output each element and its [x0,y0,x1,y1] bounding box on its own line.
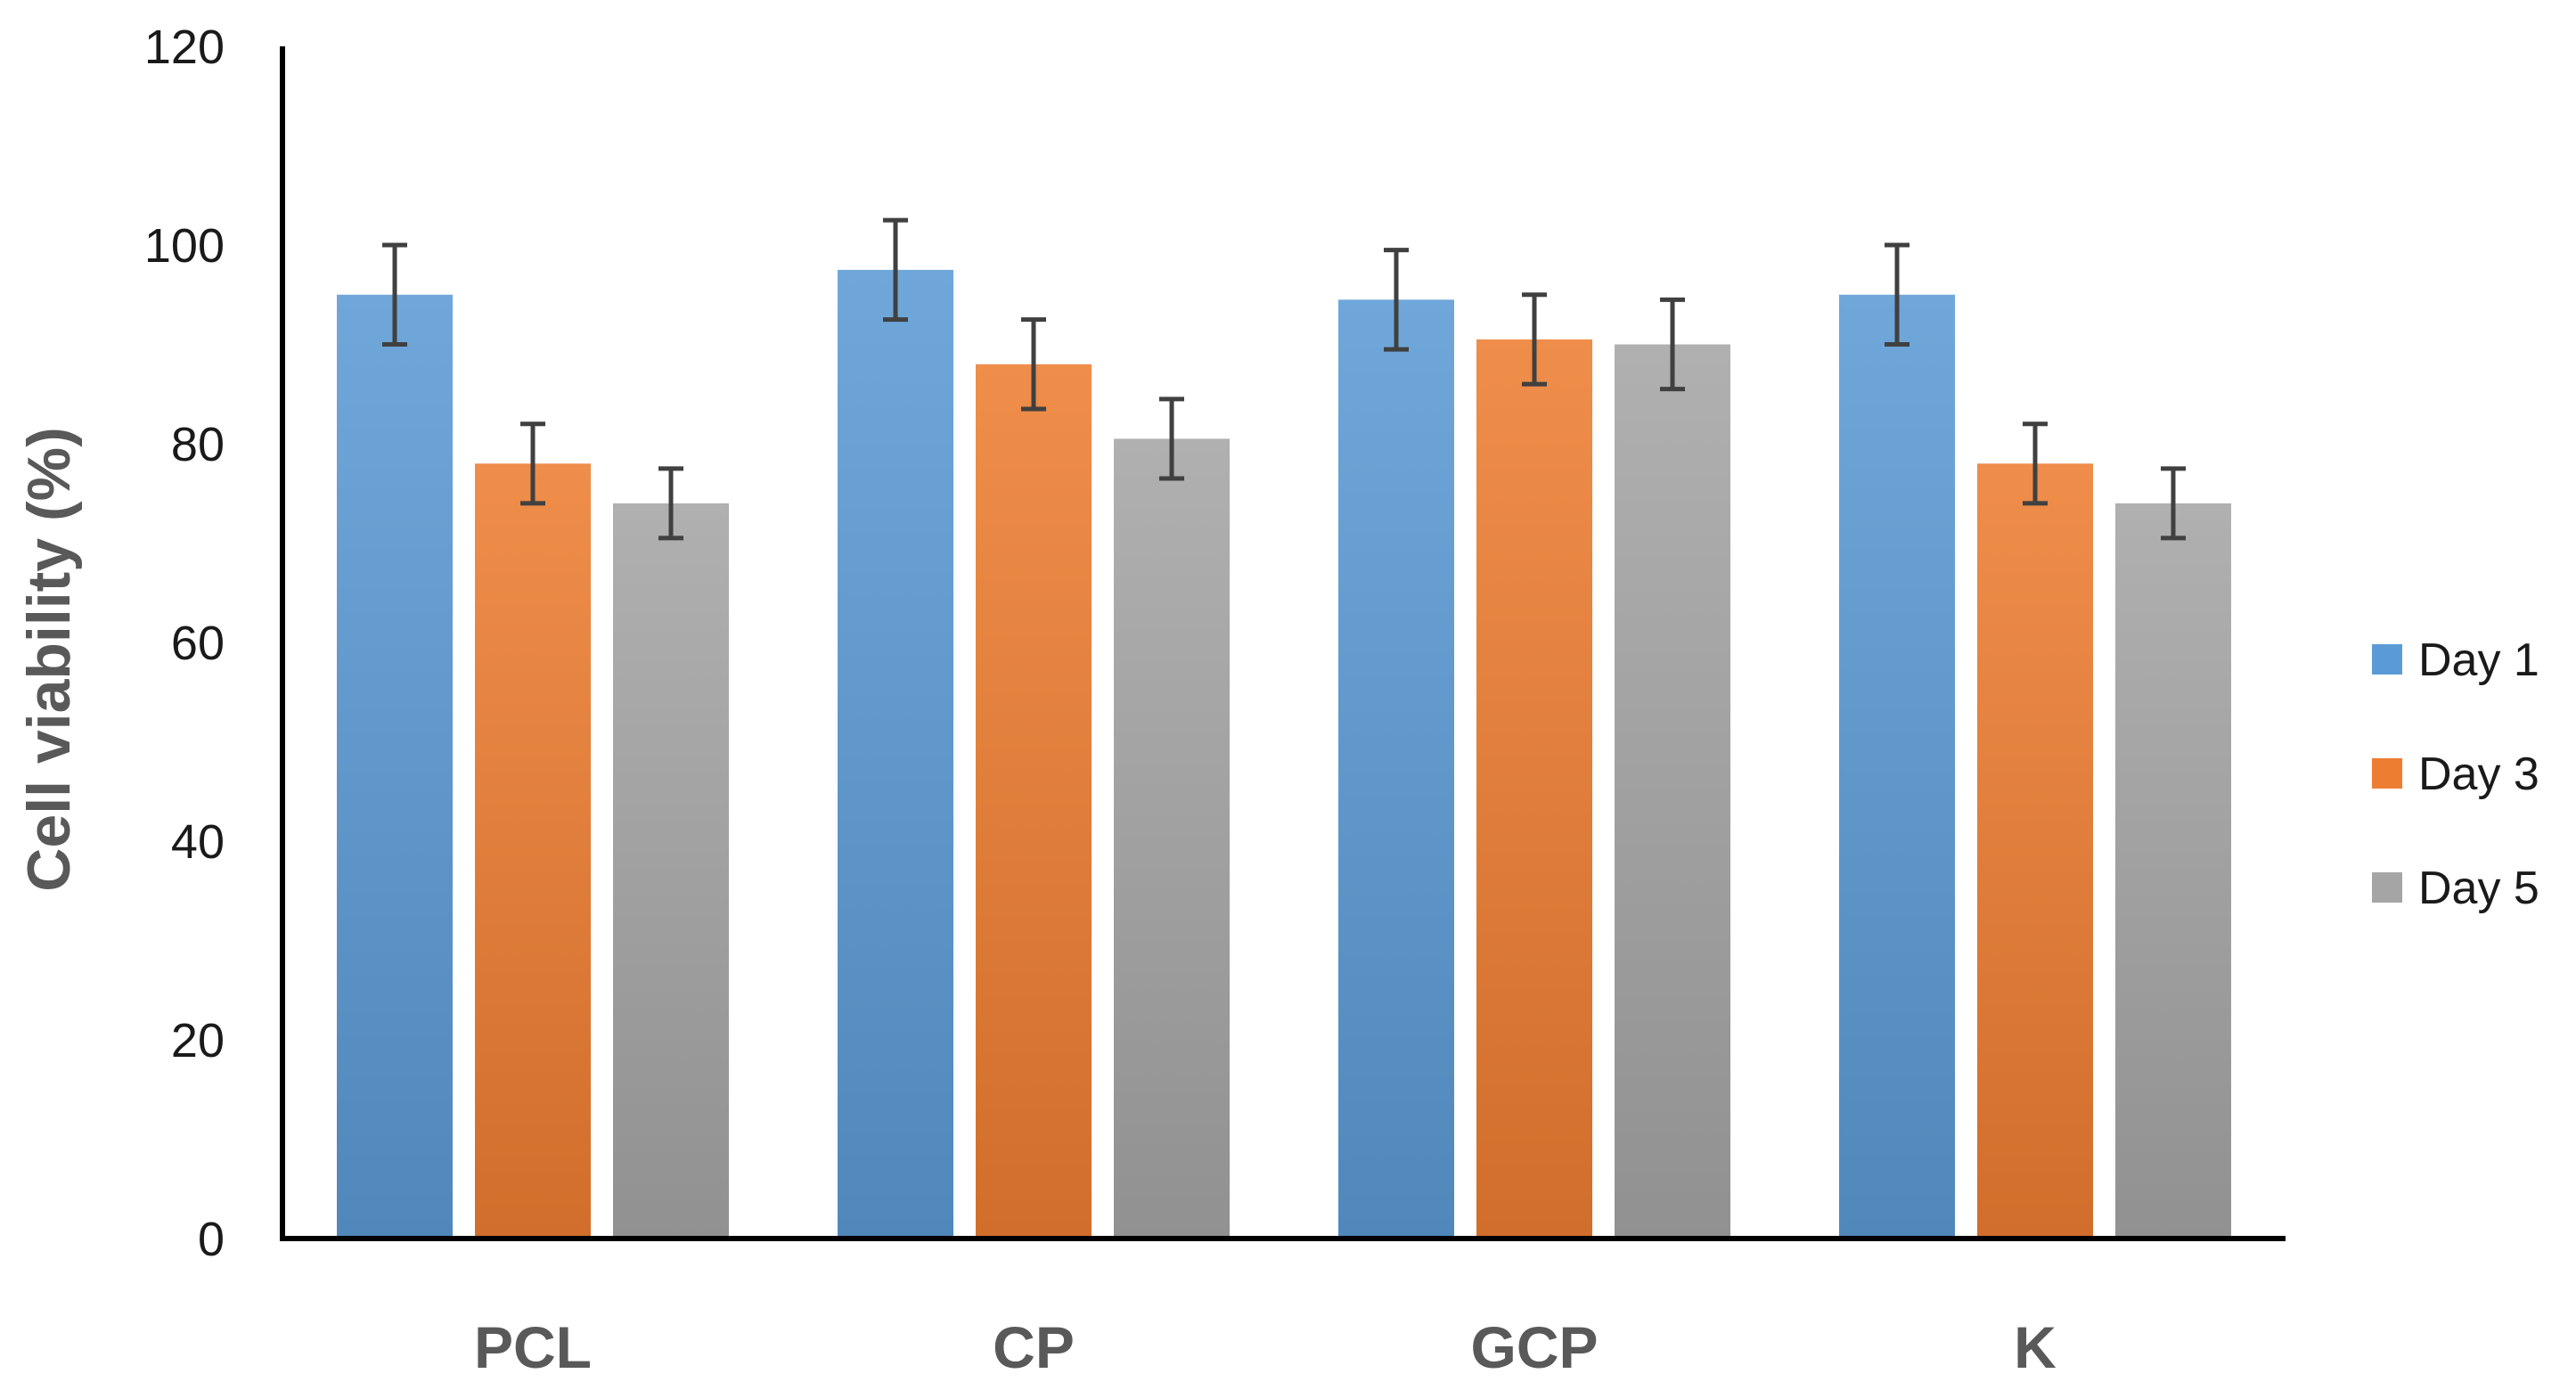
bar-cp-day-5 [1114,438,1230,1239]
y-axis-title: Cell viability (%) [15,427,83,891]
bar-cp-day-3 [976,364,1092,1239]
error-bar-pcl-day-5 [658,466,683,541]
bar-pcl-day-1 [337,294,453,1239]
y-tick-label: 80 [171,418,225,471]
error-bar-pcl-day-1 [382,242,407,347]
bar-pcl-day-3 [475,463,591,1239]
bar-gcp-day-5 [1615,344,1730,1239]
error-bar-cp-day-3 [1021,317,1046,412]
legend-swatch-day-5 [2372,872,2402,903]
category-label-pcl: PCL [474,1314,592,1380]
legend-label-day-3: Day 3 [2418,748,2539,800]
y-tick-label: 120 [144,20,225,74]
bar-cp-day-1 [838,269,953,1239]
y-tick-label: 40 [171,815,225,869]
error-bar-gcp-day-3 [1522,292,1547,387]
category-label-gcp: GCP [1470,1314,1598,1380]
y-tick-label: 20 [171,1014,225,1067]
y-tick-labels: 0 20 40 60 80 100 120 [144,20,225,1266]
bar-pcl-day-5 [613,503,729,1239]
error-bar-pcl-day-3 [520,421,545,506]
category-label-cp: CP [993,1314,1075,1380]
bar-k-day-5 [2115,503,2231,1239]
bar-gcp-day-1 [1338,299,1454,1239]
y-tick-label: 60 [171,617,225,670]
category-label-k: K [2014,1314,2057,1380]
bar-gcp-day-3 [1476,339,1592,1239]
error-bar-k-day-5 [2161,466,2186,541]
error-bars-layer [382,217,2186,541]
legend-swatch-day-1 [2372,644,2402,675]
x-category-labels: PCL CP GCP K [474,1314,2057,1380]
bar-k-day-1 [1839,294,1955,1239]
legend: Day 1 Day 3 Day 5 [2372,634,2539,914]
bars-layer [337,269,2231,1239]
error-bar-cp-day-1 [883,217,908,323]
error-bar-gcp-day-1 [1384,248,1409,352]
legend-label-day-5: Day 5 [2418,863,2539,914]
y-tick-label: 100 [144,219,225,273]
legend-swatch-day-3 [2372,758,2402,789]
axes [280,46,2286,1241]
error-bar-k-day-3 [2023,421,2048,506]
error-bar-cp-day-5 [1159,397,1184,481]
error-bar-k-day-1 [1885,242,1910,347]
y-tick-label: 0 [198,1213,225,1266]
error-bar-gcp-day-5 [1660,297,1685,392]
legend-label-day-1: Day 1 [2418,634,2539,686]
bar-k-day-3 [1977,463,2093,1239]
